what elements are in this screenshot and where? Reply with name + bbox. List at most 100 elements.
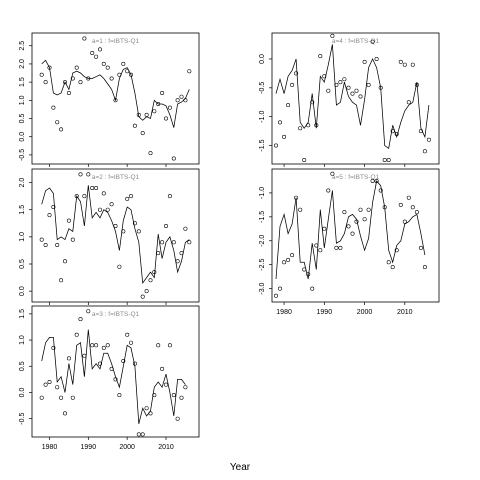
data-point [398, 59, 403, 64]
data-point [113, 377, 118, 382]
data-point [132, 221, 137, 226]
y-tick-label: 1.0 [19, 232, 26, 242]
data-point [105, 343, 110, 348]
data-point [129, 340, 134, 345]
panel-1: a=1 : f=IBTS-Q1 -0.5 0.0 0.5 1.0 1.5 2.0 2.5 [19, 32, 200, 167]
panel-frame [271, 32, 440, 165]
data-point [55, 120, 60, 125]
data-point [294, 71, 299, 76]
data-point [78, 317, 83, 322]
data-point [136, 229, 141, 234]
data-point [74, 65, 79, 70]
data-point [98, 361, 103, 366]
data-point [117, 264, 122, 269]
y-tick-label: 0.0 [19, 387, 26, 397]
data-point [82, 353, 87, 358]
x-tick-label: 1990 [81, 444, 97, 451]
data-point [164, 382, 169, 387]
data-point [183, 385, 188, 390]
data-point [334, 82, 339, 87]
y-tick-label: 1.0 [19, 95, 26, 105]
data-point [422, 149, 427, 154]
data-point [179, 94, 184, 99]
x-tick-label: 2000 [119, 444, 135, 451]
x-tick-label: 2010 [158, 444, 174, 451]
data-point [164, 224, 169, 229]
data-point [354, 219, 359, 224]
data-point [125, 332, 130, 337]
fit-line [41, 59, 190, 128]
data-point [132, 361, 137, 366]
x-axis-label: Year [230, 462, 251, 473]
data-point [98, 47, 103, 52]
data-point [62, 411, 67, 416]
y-tick-label: -1.5 [259, 139, 266, 151]
data-point [314, 123, 319, 128]
data-point [62, 80, 67, 85]
panel-title: a=1 : f=IBTS-Q1 [92, 38, 140, 45]
x-tick-label: 1990 [317, 309, 333, 316]
data-point [136, 432, 141, 437]
data-point [406, 195, 411, 200]
panel-title: a=4 : f=IBTS-Q1 [332, 38, 380, 45]
data-point [125, 196, 130, 201]
data-point [55, 385, 60, 390]
data-point [298, 126, 303, 131]
data-point [338, 80, 343, 85]
y-tick-label: 2.0 [19, 178, 26, 188]
data-point [187, 240, 192, 245]
data-point [144, 406, 149, 411]
data-point [346, 85, 351, 90]
data-point [175, 416, 180, 421]
data-point [183, 226, 188, 231]
x-tick-label: 2010 [397, 309, 413, 316]
data-point [39, 395, 44, 400]
data-point [113, 224, 118, 229]
panel-5: a=5 : f=IBTS-Q1 -3.0 -2.5 -2.0 -1.5 -1.0 1980 1… [259, 168, 440, 316]
data-point [164, 116, 169, 121]
data-point [109, 366, 114, 371]
data-point [398, 202, 403, 207]
data-point [330, 33, 335, 38]
data-point [183, 98, 188, 103]
data-point [70, 237, 75, 242]
data-point [59, 395, 64, 400]
fit-line [275, 44, 430, 150]
data-point [171, 393, 176, 398]
data-point [70, 76, 75, 81]
fit-line [41, 329, 186, 424]
data-point [90, 50, 95, 55]
data-point [82, 36, 87, 41]
data-point [55, 243, 60, 248]
y-tick-label: -1.5 [259, 211, 266, 223]
data-point [366, 207, 371, 212]
data-point [390, 129, 395, 134]
data-point [51, 205, 56, 210]
y-tick-label: -0.5 [19, 149, 26, 161]
panel-frame [31, 32, 200, 165]
data-point [59, 127, 64, 132]
data-point [152, 270, 157, 275]
y-tick-label: -3.0 [259, 282, 266, 294]
data-point [277, 120, 282, 125]
data-point [378, 85, 383, 90]
data-point [273, 293, 278, 298]
data-point [350, 91, 355, 96]
data-point [318, 248, 323, 253]
data-point [144, 289, 149, 294]
y-tick-label: -1.0 [259, 187, 266, 199]
data-point [386, 260, 391, 265]
data-point [140, 432, 145, 437]
data-point [125, 69, 130, 74]
y-tick-label: 0.5 [19, 114, 26, 124]
data-point [62, 259, 67, 264]
data-point [117, 72, 122, 77]
data-point [354, 88, 359, 93]
y-tick-label: 0.0 [19, 286, 26, 296]
data-point [322, 226, 327, 231]
data-point [366, 82, 371, 87]
data-point [326, 188, 331, 193]
data-point [418, 129, 423, 134]
data-point [418, 245, 423, 250]
